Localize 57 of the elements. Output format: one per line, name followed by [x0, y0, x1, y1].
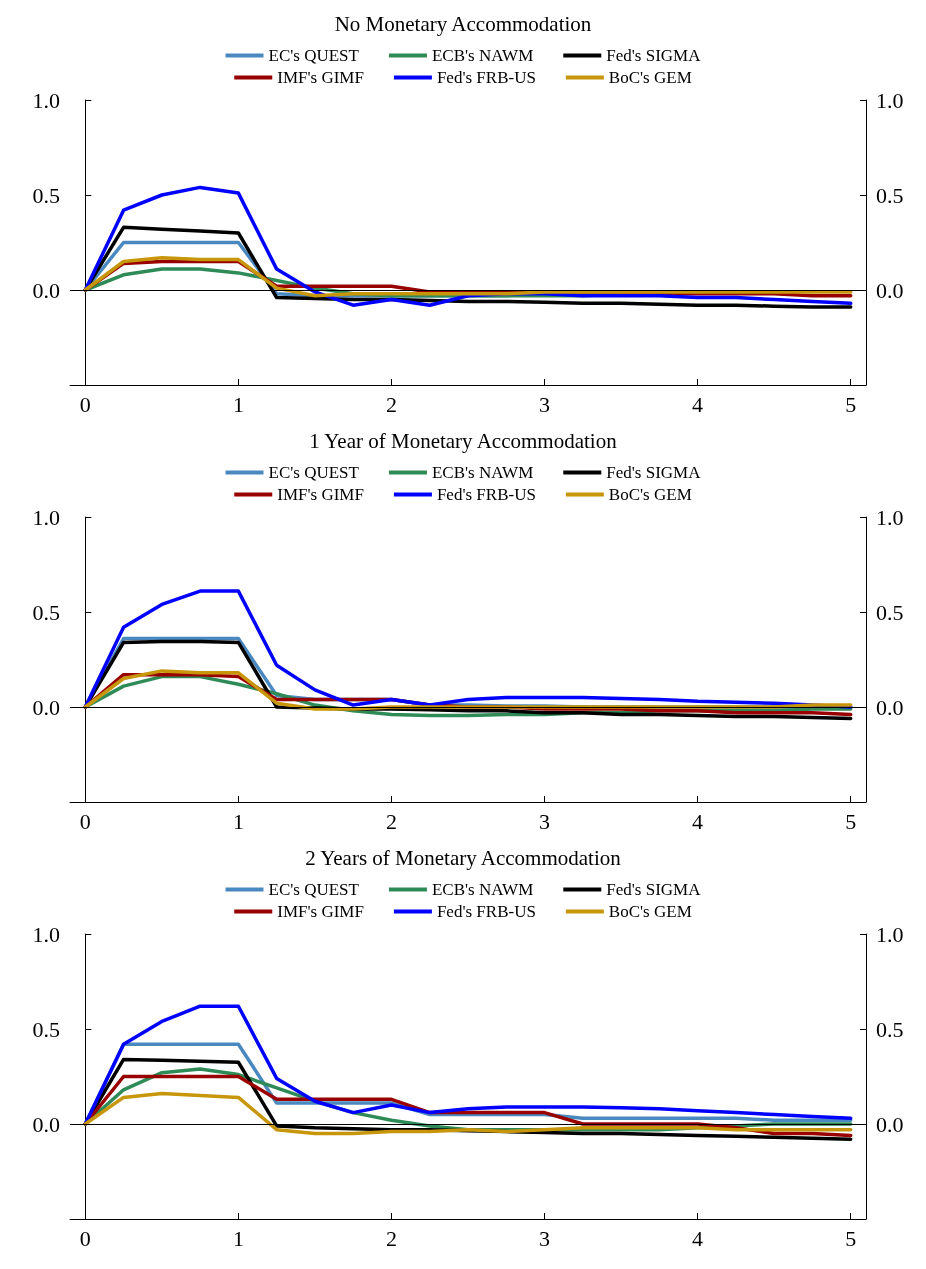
y-tick-label: 1.0 — [32, 87, 60, 113]
legend-label: Fed's SIGMA — [606, 463, 702, 482]
legend-label: Fed's FRB-US — [436, 902, 536, 921]
legend-label: EC's QUEST — [268, 46, 360, 65]
legend-label: IMF's GIMF — [277, 902, 364, 921]
chart-title: No Monetary Accommodation — [334, 11, 592, 36]
legend-label: ECB's NAWM — [431, 46, 534, 65]
x-tick-label: 2 — [385, 391, 397, 417]
legend-label: Fed's SIGMA — [606, 46, 702, 65]
legend-label: ECB's NAWM — [431, 463, 534, 482]
x-tick-label: 2 — [385, 1225, 397, 1251]
y-tick-label: 0.0 — [32, 277, 60, 303]
legend-label: IMF's GIMF — [277, 485, 364, 504]
x-tick-label: 5 — [845, 808, 857, 834]
x-tick-label: 0 — [79, 808, 91, 834]
chart-title: 2 Years of Monetary Accommodation — [305, 845, 622, 870]
x-tick-label: 1 — [232, 1225, 244, 1251]
y2-tick-label: 0.0 — [876, 694, 904, 720]
y2-tick-label: 0.5 — [876, 182, 904, 208]
x-tick-label: 3 — [539, 391, 551, 417]
x-tick-label: 2 — [385, 808, 397, 834]
x-tick-label: 4 — [692, 1225, 704, 1251]
legend-label: BoC's GEM — [608, 902, 692, 921]
y-tick-label: 0.5 — [32, 599, 60, 625]
legend-label: IMF's GIMF — [277, 68, 364, 87]
x-tick-label: 1 — [232, 808, 244, 834]
y2-tick-label: 0.5 — [876, 1016, 904, 1042]
y2-tick-label: 0.0 — [876, 1111, 904, 1137]
legend-label: BoC's GEM — [608, 68, 692, 87]
x-tick-label: 5 — [845, 1225, 857, 1251]
y2-tick-label: 1.0 — [876, 504, 904, 530]
x-tick-label: 4 — [692, 808, 704, 834]
x-tick-label: 5 — [845, 391, 857, 417]
y-tick-label: 0.0 — [32, 694, 60, 720]
legend-label: EC's QUEST — [268, 463, 360, 482]
y-tick-label: 0.5 — [32, 182, 60, 208]
y-tick-label: 0.0 — [32, 1111, 60, 1137]
x-tick-label: 4 — [692, 391, 704, 417]
legend-label: EC's QUEST — [268, 880, 360, 899]
x-tick-label: 0 — [79, 391, 91, 417]
x-tick-label: 1 — [232, 391, 244, 417]
y2-tick-label: 1.0 — [876, 87, 904, 113]
y2-tick-label: 1.0 — [876, 921, 904, 947]
x-tick-label: 3 — [539, 1225, 551, 1251]
y2-tick-label: 0.5 — [876, 599, 904, 625]
legend-label: ECB's NAWM — [431, 880, 534, 899]
x-tick-label: 3 — [539, 808, 551, 834]
x-tick-label: 0 — [79, 1225, 91, 1251]
y-tick-label: 1.0 — [32, 921, 60, 947]
legend-label: BoC's GEM — [608, 485, 692, 504]
y2-tick-label: 0.0 — [876, 277, 904, 303]
y-tick-label: 0.5 — [32, 1016, 60, 1042]
legend-label: Fed's SIGMA — [606, 880, 702, 899]
chart-title: 1 Year of Monetary Accommodation — [309, 428, 618, 453]
legend-label: Fed's FRB-US — [436, 485, 536, 504]
y-tick-label: 1.0 — [32, 504, 60, 530]
legend-label: Fed's FRB-US — [436, 68, 536, 87]
